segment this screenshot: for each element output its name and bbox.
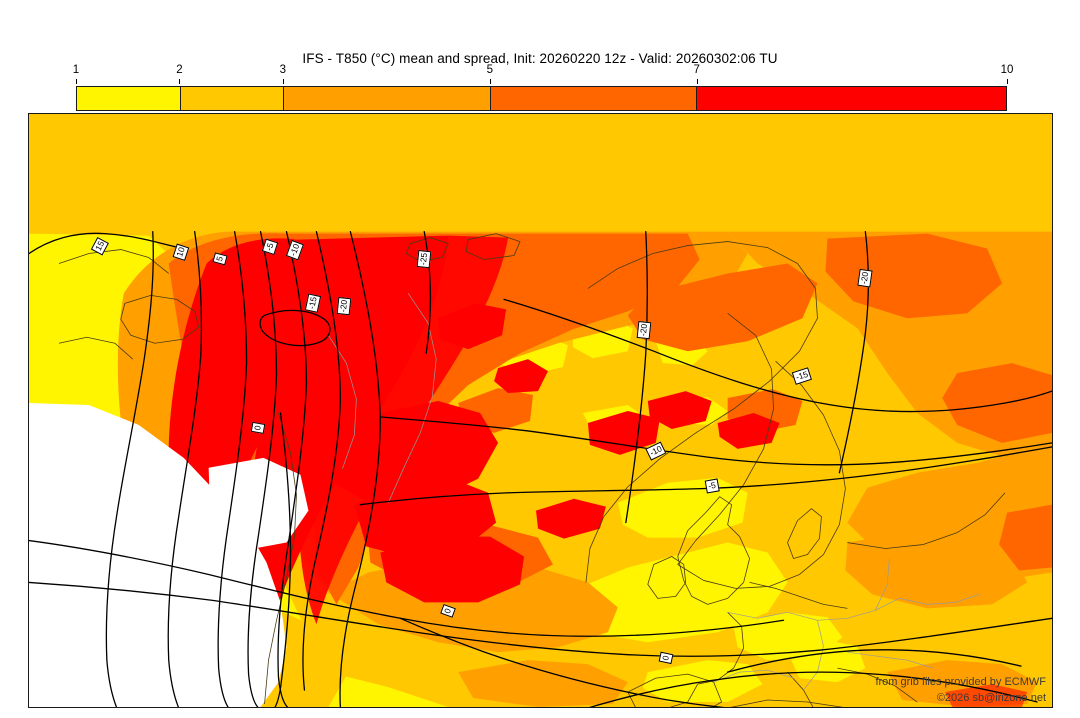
colorbar-segment-2-3 — [180, 87, 284, 110]
colorbar-tickmark — [179, 79, 181, 84]
contour-label-neg5: -5 — [704, 478, 720, 494]
contour-label-neg25: -25 — [416, 249, 432, 269]
colorbar-tick-labels: 1 2 3 5 7 10 — [72, 64, 1013, 84]
colorbar-gradient — [76, 86, 1007, 111]
data-source-credit: from grib files provided by ECMWF — [875, 676, 1046, 688]
colorbar-tick-7: 7 — [693, 64, 700, 76]
contour-label-neg20: -20 — [636, 320, 652, 340]
copyright-credit: ©2026 sb@irizone.net — [936, 692, 1046, 704]
colorbar-tick-2: 2 — [176, 64, 183, 76]
colorbar-tickmark — [282, 79, 284, 84]
page-title: IFS - T850 (°C) mean and spread, Init: 2… — [302, 51, 778, 66]
isotherm-contours — [29, 230, 1052, 707]
colorbar-tickmark — [1007, 79, 1008, 84]
contour-label-neg20: -20 — [336, 296, 352, 316]
colorbar-tickmark — [76, 79, 77, 84]
country-borders — [328, 293, 980, 691]
colorbar-tick-1: 1 — [72, 64, 80, 76]
masked-region — [29, 403, 309, 707]
colorbar-segment-3-5 — [283, 87, 490, 110]
colorbar: 1 2 3 5 7 10 — [73, 64, 1013, 111]
colorbar-segment-1-2 — [77, 87, 181, 110]
colorbar-tickmark — [696, 79, 698, 84]
colorbar-tick-5: 5 — [486, 64, 493, 76]
map-canvas — [29, 114, 1052, 707]
colorbar-tick-10: 10 — [1000, 64, 1014, 76]
colorbar-tick-3: 3 — [279, 64, 287, 76]
colorbar-segment-7-10 — [696, 87, 1006, 110]
contour-label-neg20: -20 — [857, 268, 873, 288]
contour-label-0: 0 — [250, 422, 266, 434]
colorbar-tickmark — [489, 79, 491, 84]
colorbar-segment-5-7 — [489, 87, 697, 110]
